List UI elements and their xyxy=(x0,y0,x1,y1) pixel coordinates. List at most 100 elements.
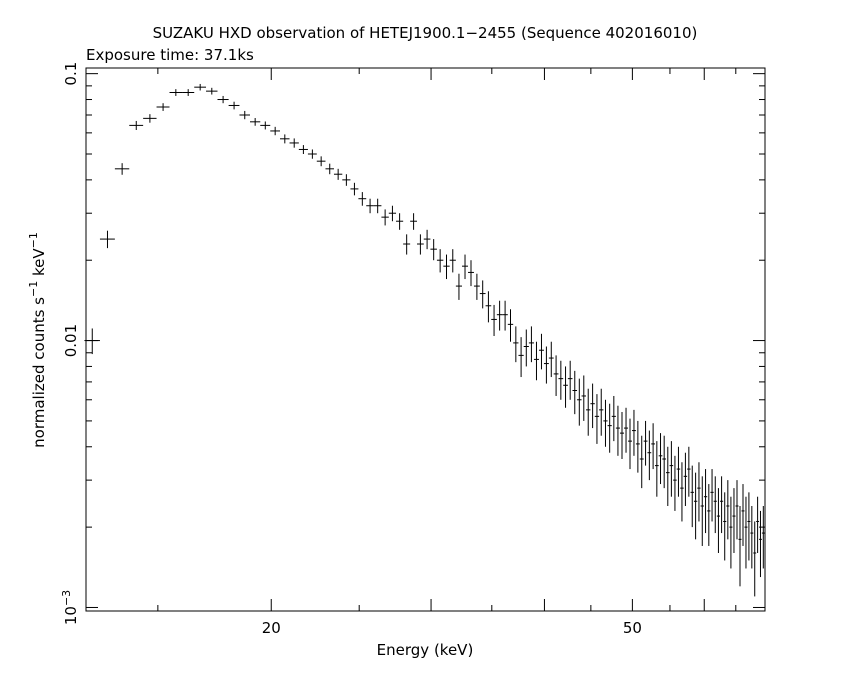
data-point xyxy=(761,505,765,569)
data-point xyxy=(676,446,681,497)
data-point xyxy=(455,273,462,300)
data-point xyxy=(217,95,229,104)
data-point xyxy=(143,114,157,123)
data-point xyxy=(750,505,754,569)
data-point xyxy=(461,254,469,280)
data-point xyxy=(396,213,404,230)
data-point xyxy=(639,435,644,489)
data-point xyxy=(366,198,374,214)
data-point xyxy=(658,433,663,485)
data-point xyxy=(381,209,389,226)
data-point xyxy=(581,375,587,421)
plot-frame xyxy=(85,67,766,612)
data-point xyxy=(342,174,351,186)
data-point xyxy=(129,120,144,131)
axis-tick-labels: 20 50 0.1 0.01 10−3 xyxy=(60,62,642,637)
data-point xyxy=(683,452,688,506)
data-point xyxy=(473,273,480,300)
x-axis-label: Energy (keV) xyxy=(377,641,474,659)
data-point xyxy=(553,355,559,396)
data-point xyxy=(713,476,717,534)
data-point xyxy=(707,484,711,546)
data-point xyxy=(182,89,195,96)
y-tick-label: 0.01 xyxy=(62,324,80,357)
data-point xyxy=(325,163,334,175)
data-point xyxy=(436,249,444,273)
data-point xyxy=(496,300,503,331)
data-point xyxy=(741,484,745,546)
data-point xyxy=(533,341,539,381)
x-tick-label: 20 xyxy=(262,619,281,637)
data-point xyxy=(635,420,640,473)
data-point xyxy=(528,326,534,363)
data-point xyxy=(307,149,317,159)
data-point xyxy=(747,492,751,561)
data-point xyxy=(647,430,652,481)
y-axis-label-main: normalized counts s xyxy=(30,297,48,448)
data-point xyxy=(759,510,762,578)
data-point xyxy=(194,83,207,91)
data-point xyxy=(298,145,308,155)
data-point xyxy=(84,328,100,355)
data-point xyxy=(491,304,497,337)
data-point xyxy=(430,239,437,261)
data-point xyxy=(735,480,739,540)
y-tick-label: 0.1 xyxy=(62,62,80,86)
data-point xyxy=(350,182,359,196)
chart-title: SUZAKU HXD observation of HETEJ1900.1−24… xyxy=(153,24,698,42)
data-point xyxy=(249,118,261,126)
data-point xyxy=(289,138,299,148)
data-point xyxy=(654,441,659,497)
data-point xyxy=(403,234,411,255)
data-point xyxy=(665,446,670,506)
x-tick-label: 50 xyxy=(623,619,642,637)
data-point xyxy=(603,399,608,447)
data-point xyxy=(744,496,748,569)
axis-ticks xyxy=(86,68,766,611)
data-point xyxy=(687,446,691,497)
data-point xyxy=(726,480,730,540)
data-point xyxy=(518,337,524,378)
data-point xyxy=(594,394,600,444)
data-points xyxy=(84,83,765,597)
data-point xyxy=(523,329,529,367)
data-point xyxy=(700,476,704,546)
data-point xyxy=(316,156,326,167)
data-point xyxy=(479,280,486,309)
data-point xyxy=(572,370,578,415)
data-point xyxy=(468,260,474,287)
data-point xyxy=(729,496,733,569)
data-point xyxy=(628,418,632,470)
y-axis-label-mid: keV xyxy=(30,248,48,281)
data-point xyxy=(333,168,343,180)
chart-subtitle: Exposure time: 37.1ks xyxy=(86,46,254,64)
data-point xyxy=(577,378,582,426)
y-tick-label: 10−3 xyxy=(60,590,80,625)
data-point xyxy=(673,455,677,511)
data-point xyxy=(538,333,544,370)
data-point xyxy=(485,291,492,323)
data-point xyxy=(410,213,418,230)
y-axis-label: normalized counts s−1 keV−1 xyxy=(27,232,48,448)
data-point xyxy=(443,254,450,280)
data-point xyxy=(723,492,727,561)
data-point xyxy=(373,198,382,214)
data-point xyxy=(502,300,508,331)
data-point xyxy=(738,505,742,587)
data-point xyxy=(548,341,554,378)
data-point xyxy=(388,205,397,222)
data-point xyxy=(680,462,684,522)
data-point xyxy=(690,465,694,528)
data-point xyxy=(358,192,367,206)
data-point xyxy=(716,488,721,553)
data-point xyxy=(732,488,736,553)
data-point xyxy=(563,366,568,408)
data-point xyxy=(156,103,170,111)
data-point xyxy=(697,462,701,522)
data-point xyxy=(567,360,573,400)
data-point xyxy=(169,89,183,96)
data-point xyxy=(228,101,240,110)
data-point xyxy=(280,134,290,144)
data-point xyxy=(720,476,724,534)
